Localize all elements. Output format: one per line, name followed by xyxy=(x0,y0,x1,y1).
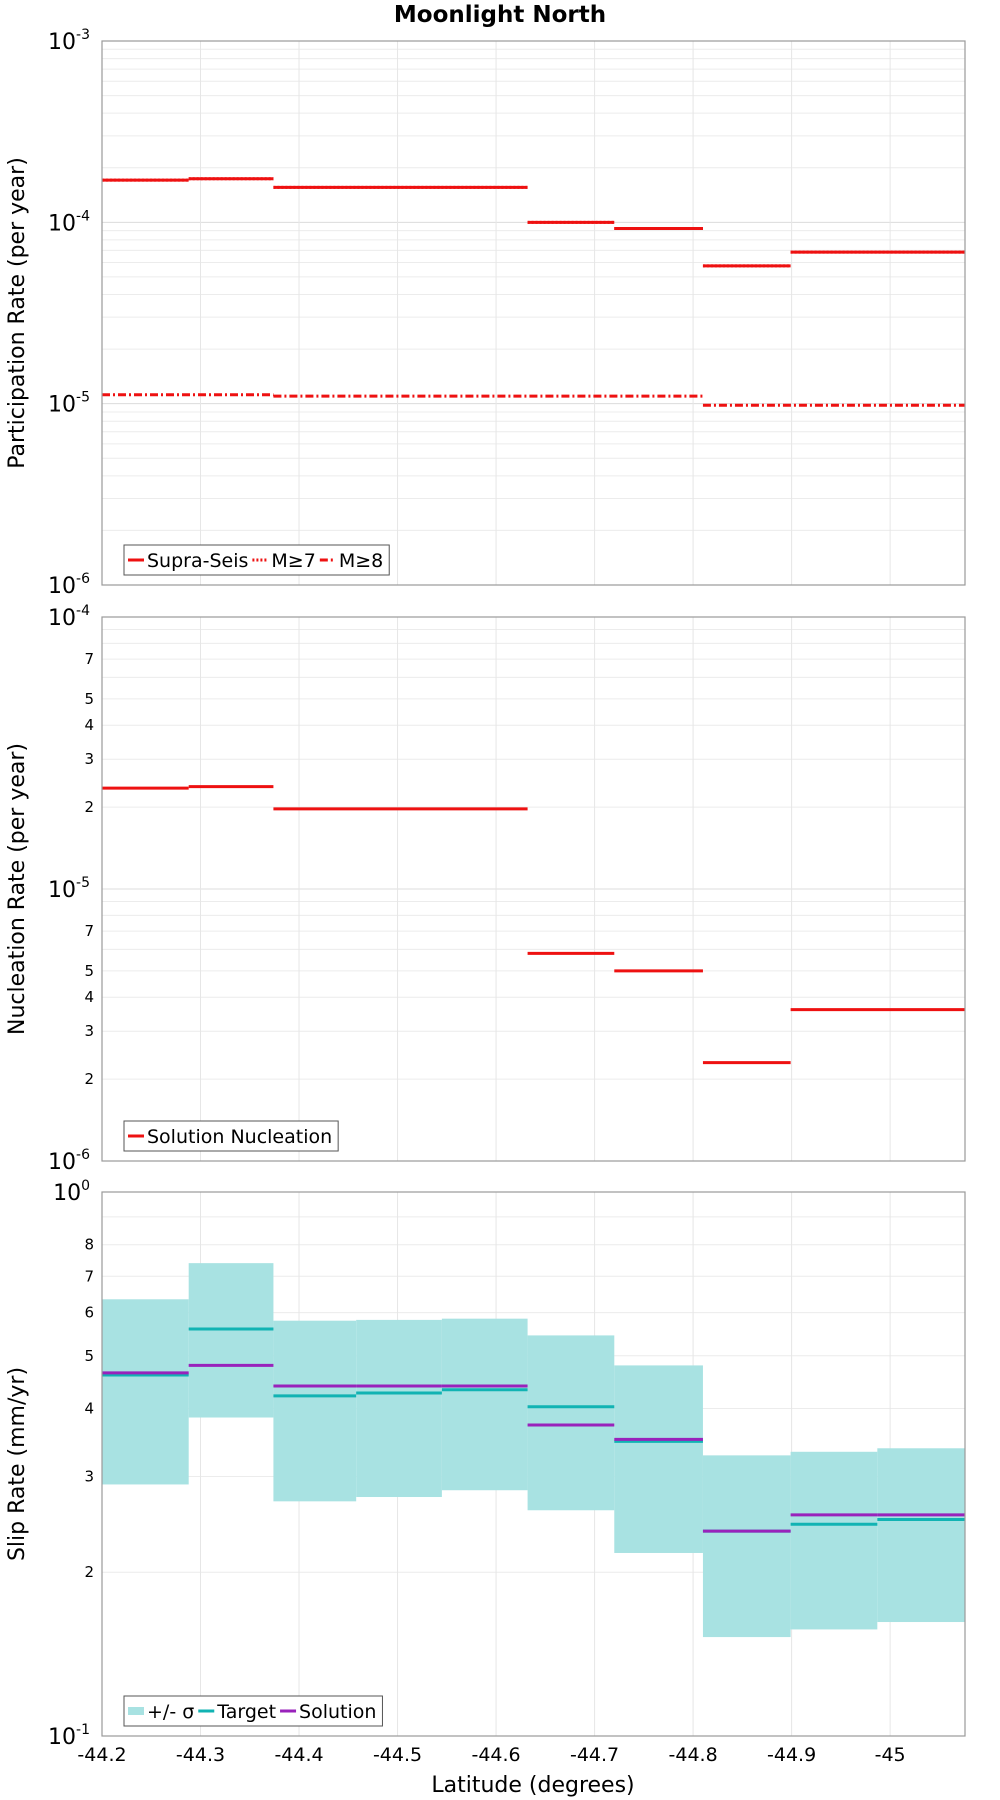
y-minor-tick-label: 7 xyxy=(84,650,94,668)
x-tick-label: -44.8 xyxy=(669,1744,718,1766)
panel-2: 10-6 10-5 10-4 2 3 4 5 7 2 3 4 5 7 Nucleation Rate (p… xyxy=(5,603,966,1175)
band-segment xyxy=(790,1451,878,1630)
y-minor-tick-label: 3 xyxy=(84,1467,94,1485)
legend-label: Target xyxy=(216,1701,276,1723)
legend-label: M≥7 xyxy=(271,550,315,572)
series-line xyxy=(102,1363,965,1533)
x-tick-label: -44.9 xyxy=(767,1744,816,1766)
legend-label: Solution Nucleation xyxy=(147,1126,332,1148)
legend-label: M≥8 xyxy=(339,550,383,572)
y-minor-tick-label: 2 xyxy=(84,1563,94,1581)
y-minor-tick-label: 5 xyxy=(84,1347,94,1365)
y-tick-label: 10-6 xyxy=(48,571,90,599)
band-segment xyxy=(527,1335,615,1511)
legend-swatch xyxy=(128,1707,144,1715)
y-minor-tick-label: 7 xyxy=(84,922,94,940)
legend: Solution Nucleation xyxy=(123,1120,339,1152)
legend-item: Solution xyxy=(280,1701,376,1723)
y-axis-label: Nucleation Rate (per year) xyxy=(5,743,30,1035)
series-line xyxy=(102,785,965,1065)
band-segment xyxy=(356,1319,442,1498)
y-tick-label: 100 xyxy=(53,1178,90,1206)
series-band xyxy=(102,1263,965,1638)
y-minor-tick-label: 3 xyxy=(84,750,94,768)
legend-box xyxy=(123,1120,339,1152)
y-tick-label: 10-6 xyxy=(48,1147,90,1175)
x-tick-label: -44.2 xyxy=(77,1744,126,1766)
plot-frame xyxy=(101,616,966,1162)
panel-1: 10-6 10-5 10-4 10-3 Participation Rate (per … xyxy=(5,27,966,599)
y-minor-tick-label: 7 xyxy=(84,1267,94,1285)
y-minor-tick-label: 4 xyxy=(84,716,94,734)
x-tick-label: -44.5 xyxy=(373,1744,422,1766)
grid xyxy=(101,41,965,586)
band-segment xyxy=(702,1455,791,1638)
legend: +/- σ Target Solution xyxy=(123,1695,383,1727)
legend-item: Target xyxy=(198,1701,276,1723)
legend-label: Supra-Seis xyxy=(147,550,248,572)
legend-item: M≥8 xyxy=(319,550,383,572)
y-minor-tick-label: 5 xyxy=(84,690,94,708)
chart-title: Moonlight North xyxy=(394,2,606,28)
x-axis-label: Latitude (degrees) xyxy=(431,1773,634,1798)
legend-item: Supra-Seis xyxy=(128,550,248,572)
y-minor-tick-label: 4 xyxy=(84,1399,94,1417)
grid xyxy=(101,617,965,1162)
plot-frame xyxy=(101,40,966,586)
series-line xyxy=(102,177,965,268)
series-line xyxy=(102,393,965,407)
y-minor-tick-label: 8 xyxy=(84,1236,94,1254)
legend-item: Solution Nucleation xyxy=(128,1126,332,1148)
band-segment xyxy=(102,1299,189,1485)
y-tick-label: 10-5 xyxy=(48,390,90,418)
y-axis-label: Slip Rate (mm/yr) xyxy=(5,1367,30,1561)
band-segment xyxy=(188,1263,274,1418)
band-segment xyxy=(614,1365,703,1553)
band-segment xyxy=(273,1320,357,1502)
y-minor-tick-label: 2 xyxy=(84,798,94,816)
y-tick-label: 10-3 xyxy=(48,27,90,55)
x-axis: -44.2 -44.3 -44.4 -44.5 -44.6 -44.7 -44.8 -44.9… xyxy=(77,1744,905,1766)
y-tick-label: 10-5 xyxy=(48,875,90,903)
y-tick-label: 10-4 xyxy=(48,603,90,631)
x-tick-label: -44.4 xyxy=(274,1744,323,1766)
y-minor-tick-label: 2 xyxy=(84,1070,94,1088)
y-minor-tick-label: 4 xyxy=(84,988,94,1006)
legend-label: Solution xyxy=(299,1701,376,1723)
x-tick-label: -45 xyxy=(875,1744,906,1766)
legend-label: +/- σ xyxy=(147,1701,194,1723)
chart-panels: 10-6 10-5 10-4 10-3 Participation Rate (per … xyxy=(5,27,966,1750)
y-tick-label: 10-4 xyxy=(48,208,90,236)
y-tick-label: 10-1 xyxy=(48,1722,90,1750)
legend: Supra-Seis M≥7 M≥8 xyxy=(123,544,390,576)
band-segment xyxy=(877,1448,965,1623)
y-minor-tick-label: 6 xyxy=(84,1304,94,1322)
y-minor-tick-label: 5 xyxy=(84,962,94,980)
panel-3: 10-1 100 2 3 4 5 6 7 8 Slip Rate (mm/yr) +/- σ Targ… xyxy=(5,1178,966,1750)
plot-frame xyxy=(101,1191,966,1737)
x-tick-label: -44.3 xyxy=(176,1744,225,1766)
legend-item: M≥7 xyxy=(252,550,316,572)
x-tick-label: -44.6 xyxy=(471,1744,520,1766)
x-tick-label: -44.7 xyxy=(570,1744,619,1766)
y-axis-label: Participation Rate (per year) xyxy=(5,157,30,469)
y-minor-tick-label: 3 xyxy=(84,1022,94,1040)
legend-item: +/- σ xyxy=(128,1701,194,1723)
legend-box xyxy=(123,1695,383,1727)
band-segment xyxy=(441,1318,528,1491)
